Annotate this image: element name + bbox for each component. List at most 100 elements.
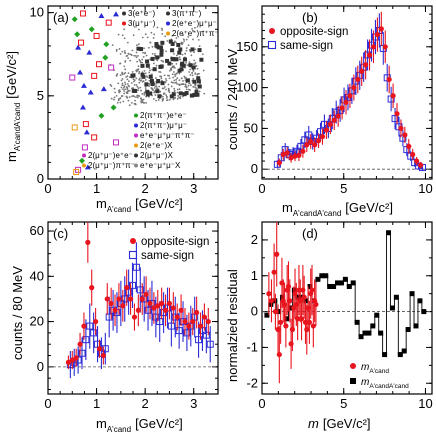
bg-point [175, 62, 178, 65]
bg-point [148, 67, 151, 70]
dark-point [188, 63, 193, 68]
opposite-sign-point [81, 323, 87, 329]
y-tick-label: 0 [37, 359, 44, 374]
bg-point [160, 27, 163, 30]
opposite-sign-point [194, 309, 200, 316]
bg-point [196, 88, 199, 91]
dark-point [155, 55, 160, 60]
panel-a-ylabel-sub: A'candA'cand [13, 103, 22, 151]
bg-point [121, 34, 124, 37]
legend-opposite-marker [130, 238, 136, 244]
legend-opposite-label: opposite-sign [141, 236, 209, 248]
channel-point [77, 69, 84, 75]
bg-point [145, 75, 148, 78]
x-tick-label: 0 [44, 396, 51, 411]
bg-point [193, 63, 196, 65]
opposite-sign-point [339, 105, 345, 111]
legend-pair-marker [350, 378, 356, 384]
opposite-sign-point [65, 359, 71, 365]
same-sign-point [391, 115, 399, 123]
bg-point [189, 84, 192, 86]
opposite-sign-point [351, 85, 357, 91]
pair-residual-point [319, 273, 325, 279]
pair-residual-point [397, 352, 403, 358]
bg-point [194, 48, 197, 51]
same-sign-point [317, 128, 325, 136]
bg-point [132, 78, 135, 81]
bg-point [197, 73, 199, 75]
legend-same-marker [267, 40, 277, 50]
channel-point [80, 82, 87, 88]
legend-pair-label: mA'candA'cand [361, 377, 409, 390]
x-tick-label: 1 [93, 396, 100, 411]
bg-point [173, 79, 176, 82]
bg-point [185, 38, 188, 41]
bg-point [154, 77, 157, 79]
x-tick-label: 10 [418, 396, 432, 411]
channel-point [103, 41, 110, 48]
legend-acand-main: m [361, 362, 369, 373]
same-sign-point [144, 306, 152, 314]
bg-point [166, 99, 169, 101]
bg-point [164, 35, 167, 38]
bg-point [126, 96, 129, 99]
y-tick-label: -2 [246, 375, 258, 390]
bg-point [131, 95, 133, 98]
bg-point [122, 100, 125, 103]
bg-point [142, 101, 145, 104]
dark-point [176, 42, 181, 47]
panel-a-ylabel-unit: [GeV/c²] [4, 51, 19, 99]
bg-point [112, 98, 115, 101]
bg-point [162, 99, 164, 101]
channel-point [75, 44, 82, 50]
bg-point [191, 74, 194, 77]
bg-point [170, 85, 173, 88]
bg-point [139, 77, 141, 80]
bg-point [123, 81, 126, 84]
bg-point [133, 80, 135, 83]
bg-point [163, 74, 166, 77]
panel-d-xlabel: m [GeV/c²] [308, 416, 371, 431]
opposite-sign-point [112, 307, 118, 313]
bg-point [160, 59, 163, 62]
same-sign-point [136, 286, 144, 294]
legend-top-item-label: 2(e⁺e⁻)π⁺π⁻ [172, 29, 219, 38]
bg-point [153, 91, 156, 94]
y-tick-label: 0 [251, 161, 258, 176]
opposite-sign-point [406, 143, 412, 149]
bg-point [178, 58, 181, 61]
panel-b-xlabel-unit: [GeV/c²] [345, 200, 393, 215]
bg-point [162, 60, 164, 62]
bg-point [167, 83, 170, 86]
bg-point [185, 88, 188, 91]
bg-point [124, 88, 126, 91]
bg-point [189, 68, 192, 71]
bg-point [198, 45, 201, 48]
pair-residual-point [417, 298, 423, 304]
bg-point [138, 72, 140, 75]
bg-point [140, 79, 143, 82]
bg-point [170, 69, 173, 71]
opposite-sign-point [182, 318, 188, 325]
opposite-sign-point [402, 132, 408, 138]
bg-point [126, 75, 129, 77]
panel-a-xlabel-unit: [GeV/c²] [135, 196, 183, 211]
acand-residual-point [274, 251, 280, 257]
channel-point [100, 86, 107, 92]
bg-point [184, 85, 187, 88]
same-sign-point [206, 340, 214, 348]
opposite-sign-point [89, 285, 95, 291]
dark-point [131, 88, 136, 93]
bg-point [151, 45, 154, 48]
bg-point [175, 54, 178, 57]
bg-point [137, 28, 140, 31]
bg-point [173, 65, 175, 68]
pair-residual-point [374, 312, 380, 318]
channel-point [71, 16, 78, 23]
bg-point [149, 41, 152, 44]
dark-point [148, 91, 153, 96]
bg-point [127, 89, 130, 92]
pair-residual-point [323, 273, 329, 279]
dark-point [165, 58, 170, 63]
